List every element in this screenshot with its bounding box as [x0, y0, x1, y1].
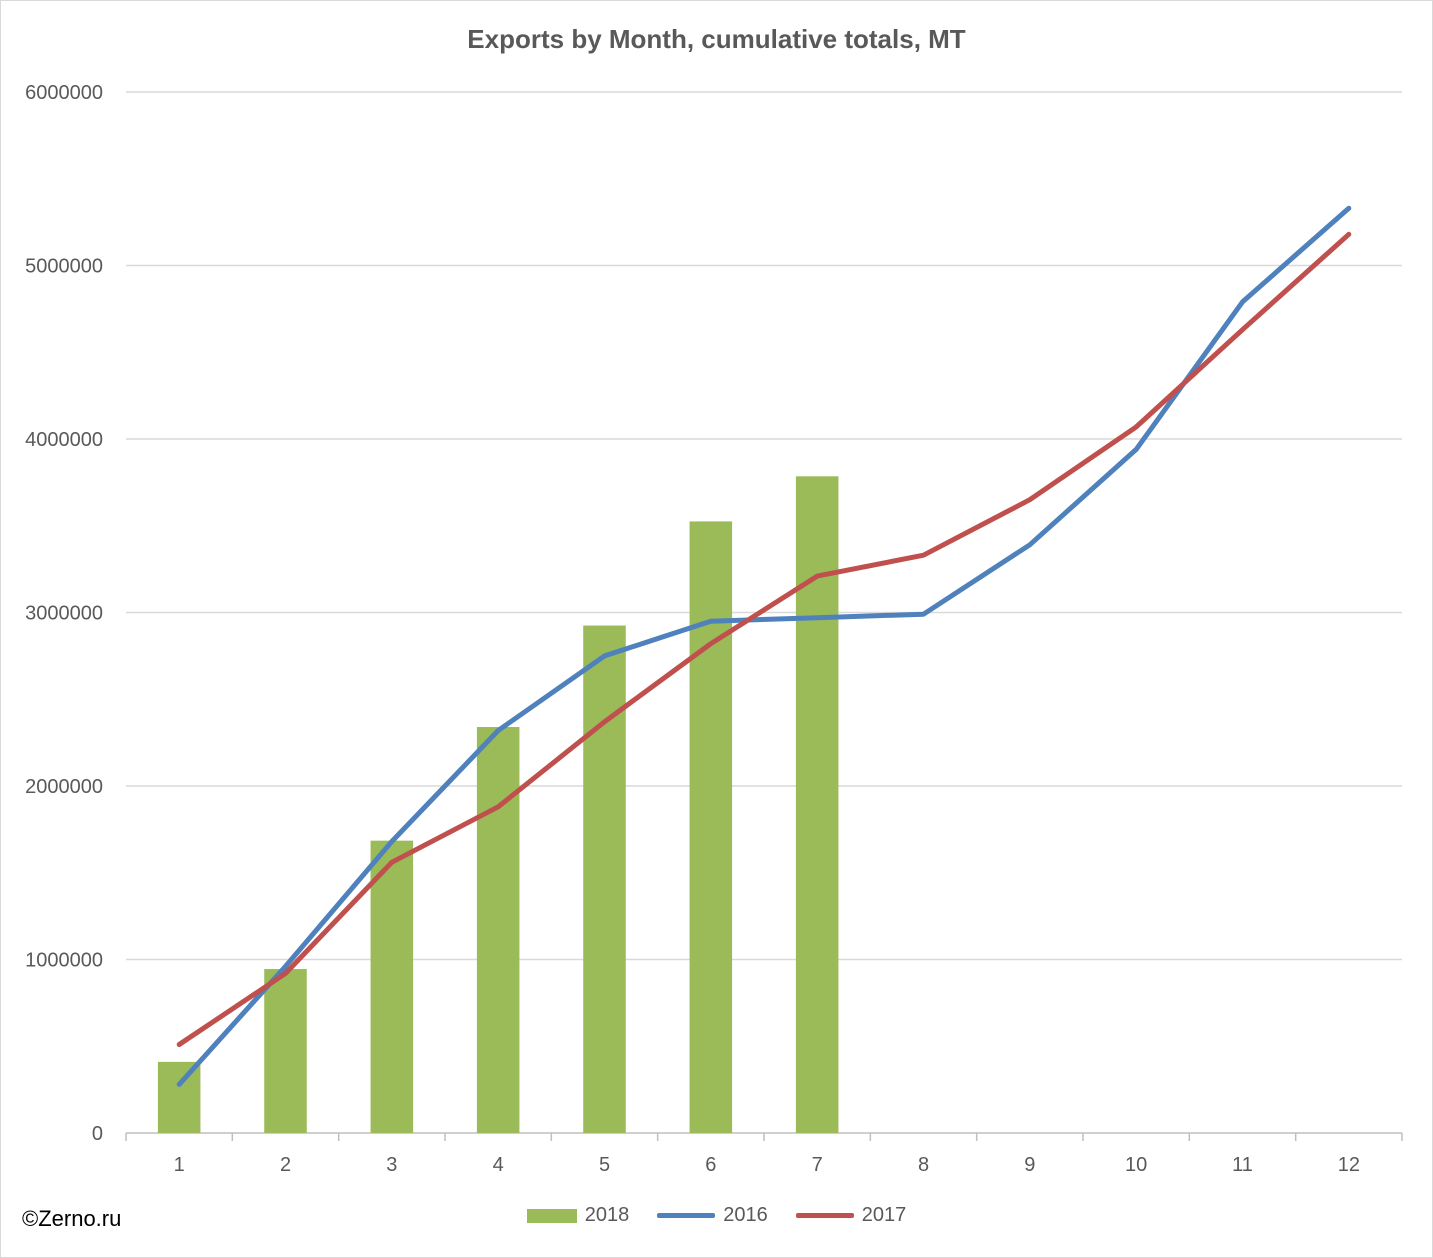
- chart-legend: 2018 2016 2017: [0, 1204, 1433, 1227]
- bar-2018-3: [370, 840, 414, 1133]
- y-tick-label-2000000: 2000000: [25, 776, 103, 798]
- x-tick-label-6: 6: [705, 1154, 716, 1176]
- x-tick-label-7: 7: [812, 1154, 823, 1176]
- chart-title: Exports by Month, cumulative totals, MT: [467, 24, 966, 54]
- legend-item-2016[interactable]: 2016: [657, 1204, 768, 1227]
- x-tick-label-8: 8: [918, 1154, 929, 1176]
- series-line-2016: [176, 205, 1352, 1087]
- x-tick-label-9: 9: [1024, 1154, 1035, 1176]
- legend-swatch-2017: [795, 1213, 854, 1218]
- x-tick-label-2: 2: [280, 1154, 291, 1176]
- legend-item-2017[interactable]: 2017: [795, 1204, 907, 1227]
- x-tick-label-12: 12: [1338, 1154, 1360, 1176]
- series-line-2017: [176, 231, 1352, 1047]
- x-tick-label-5: 5: [599, 1154, 610, 1176]
- bar-2018-2: [264, 969, 307, 1133]
- legend-label-2018: 2018: [584, 1204, 630, 1226]
- y-tick-label-1000000: 1000000: [25, 950, 103, 972]
- bar-2018-5: [583, 625, 626, 1133]
- legend-swatch-2018: [526, 1208, 577, 1223]
- bar-2018-1: [157, 1061, 201, 1133]
- x-tick-label-1: 1: [174, 1154, 185, 1176]
- legend-label-2017: 2017: [861, 1204, 907, 1226]
- legend-label-2016: 2016: [723, 1204, 768, 1226]
- y-tick-label-4000000: 4000000: [25, 429, 103, 451]
- x-tick-label-4: 4: [493, 1154, 504, 1176]
- x-tick-label-10: 10: [1125, 1154, 1147, 1176]
- bar-2018-6: [689, 521, 733, 1133]
- legend-item-2018[interactable]: 2018: [526, 1204, 630, 1227]
- y-tick-label-3000000: 3000000: [25, 603, 103, 625]
- y-tick-label-6000000: 6000000: [25, 82, 103, 104]
- x-tick-label-11: 11: [1232, 1154, 1253, 1176]
- copyright-text: ©Zerno.ru: [22, 1206, 122, 1231]
- bar-2018-4: [476, 727, 520, 1133]
- legend-swatch-2016: [657, 1213, 716, 1218]
- y-tick-label-0: 0: [92, 1123, 103, 1145]
- y-tick-label-5000000: 5000000: [25, 256, 103, 278]
- x-tick-label-3: 3: [386, 1154, 397, 1176]
